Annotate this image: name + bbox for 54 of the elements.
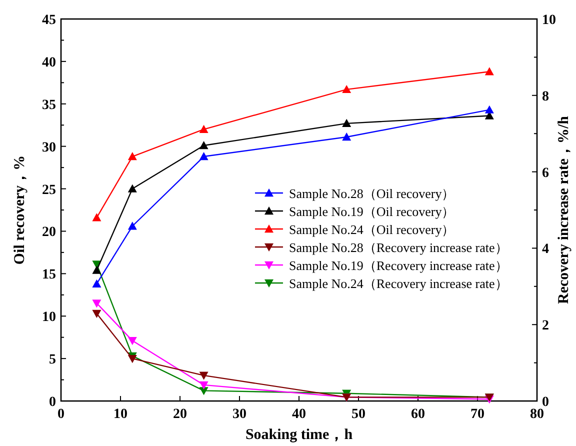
point: [342, 118, 352, 128]
point: [92, 266, 102, 274]
point: [128, 152, 137, 160]
legend-label: Sample No.24（Oil recovery）: [289, 222, 455, 237]
y-tick-label: 5: [49, 352, 56, 368]
y-tick-label: 35: [42, 98, 56, 113]
point: [199, 381, 208, 390]
point: [484, 105, 494, 114]
point: [484, 67, 494, 76]
point: [199, 387, 208, 396]
point: [92, 300, 102, 308]
y2-tick-label: 0: [542, 395, 549, 410]
x-tick-label: 40: [292, 407, 306, 422]
y-tick-label: 0: [49, 395, 56, 410]
legend-label: Sample No.19（Recovery increase rate）: [289, 258, 508, 273]
y-tick-label: 10: [42, 310, 56, 326]
y2-tick-label: 2: [542, 318, 549, 334]
point: [128, 337, 137, 346]
y-tick-label: 30: [42, 140, 56, 156]
y-tick-label: 40: [42, 55, 56, 70]
point: [199, 152, 208, 160]
point: [342, 84, 352, 94]
x-tick-label: 80: [530, 407, 544, 422]
x-tick-label: 70: [470, 407, 484, 422]
x-tick-label: 20: [173, 407, 187, 422]
legend-label: Sample No.24（Recovery increase rate）: [289, 276, 508, 291]
point: [92, 279, 102, 288]
y-tick-label: 45: [42, 13, 56, 28]
y2-tick-label: 4: [542, 242, 549, 258]
legend-label: Sample No.19（Oil recovery）: [289, 204, 455, 219]
point: [128, 184, 137, 192]
x-tick-label: 30: [232, 407, 246, 422]
point: [92, 310, 102, 318]
x-tick-label: 10: [114, 407, 128, 422]
legend-label: Sample No.28（Oil recovery）: [289, 186, 455, 201]
y2-tick-label: 6: [542, 166, 549, 181]
y2-tick-label: 8: [542, 89, 549, 104]
y-axis-title: Oil recovery，%: [12, 155, 28, 265]
x-tick-label: 60: [411, 407, 425, 422]
point: [128, 222, 137, 230]
x-axis-title: Soaking time，h: [245, 427, 354, 443]
y2-axis-title: Recovery increase rate，%/h: [556, 115, 572, 304]
y-tick-label: 20: [42, 225, 56, 240]
point: [199, 140, 208, 150]
y-tick-label: 25: [42, 182, 56, 198]
point: [342, 132, 352, 141]
point: [92, 213, 102, 222]
point: [199, 124, 208, 133]
y2-tick-label: 10: [542, 13, 556, 28]
y-tick-label: 15: [42, 268, 56, 283]
point: [199, 372, 208, 380]
point: [128, 355, 137, 364]
legend-label: Sample No.28（Recovery increase rate）: [289, 240, 508, 255]
x-tick-label: 50: [352, 407, 366, 422]
